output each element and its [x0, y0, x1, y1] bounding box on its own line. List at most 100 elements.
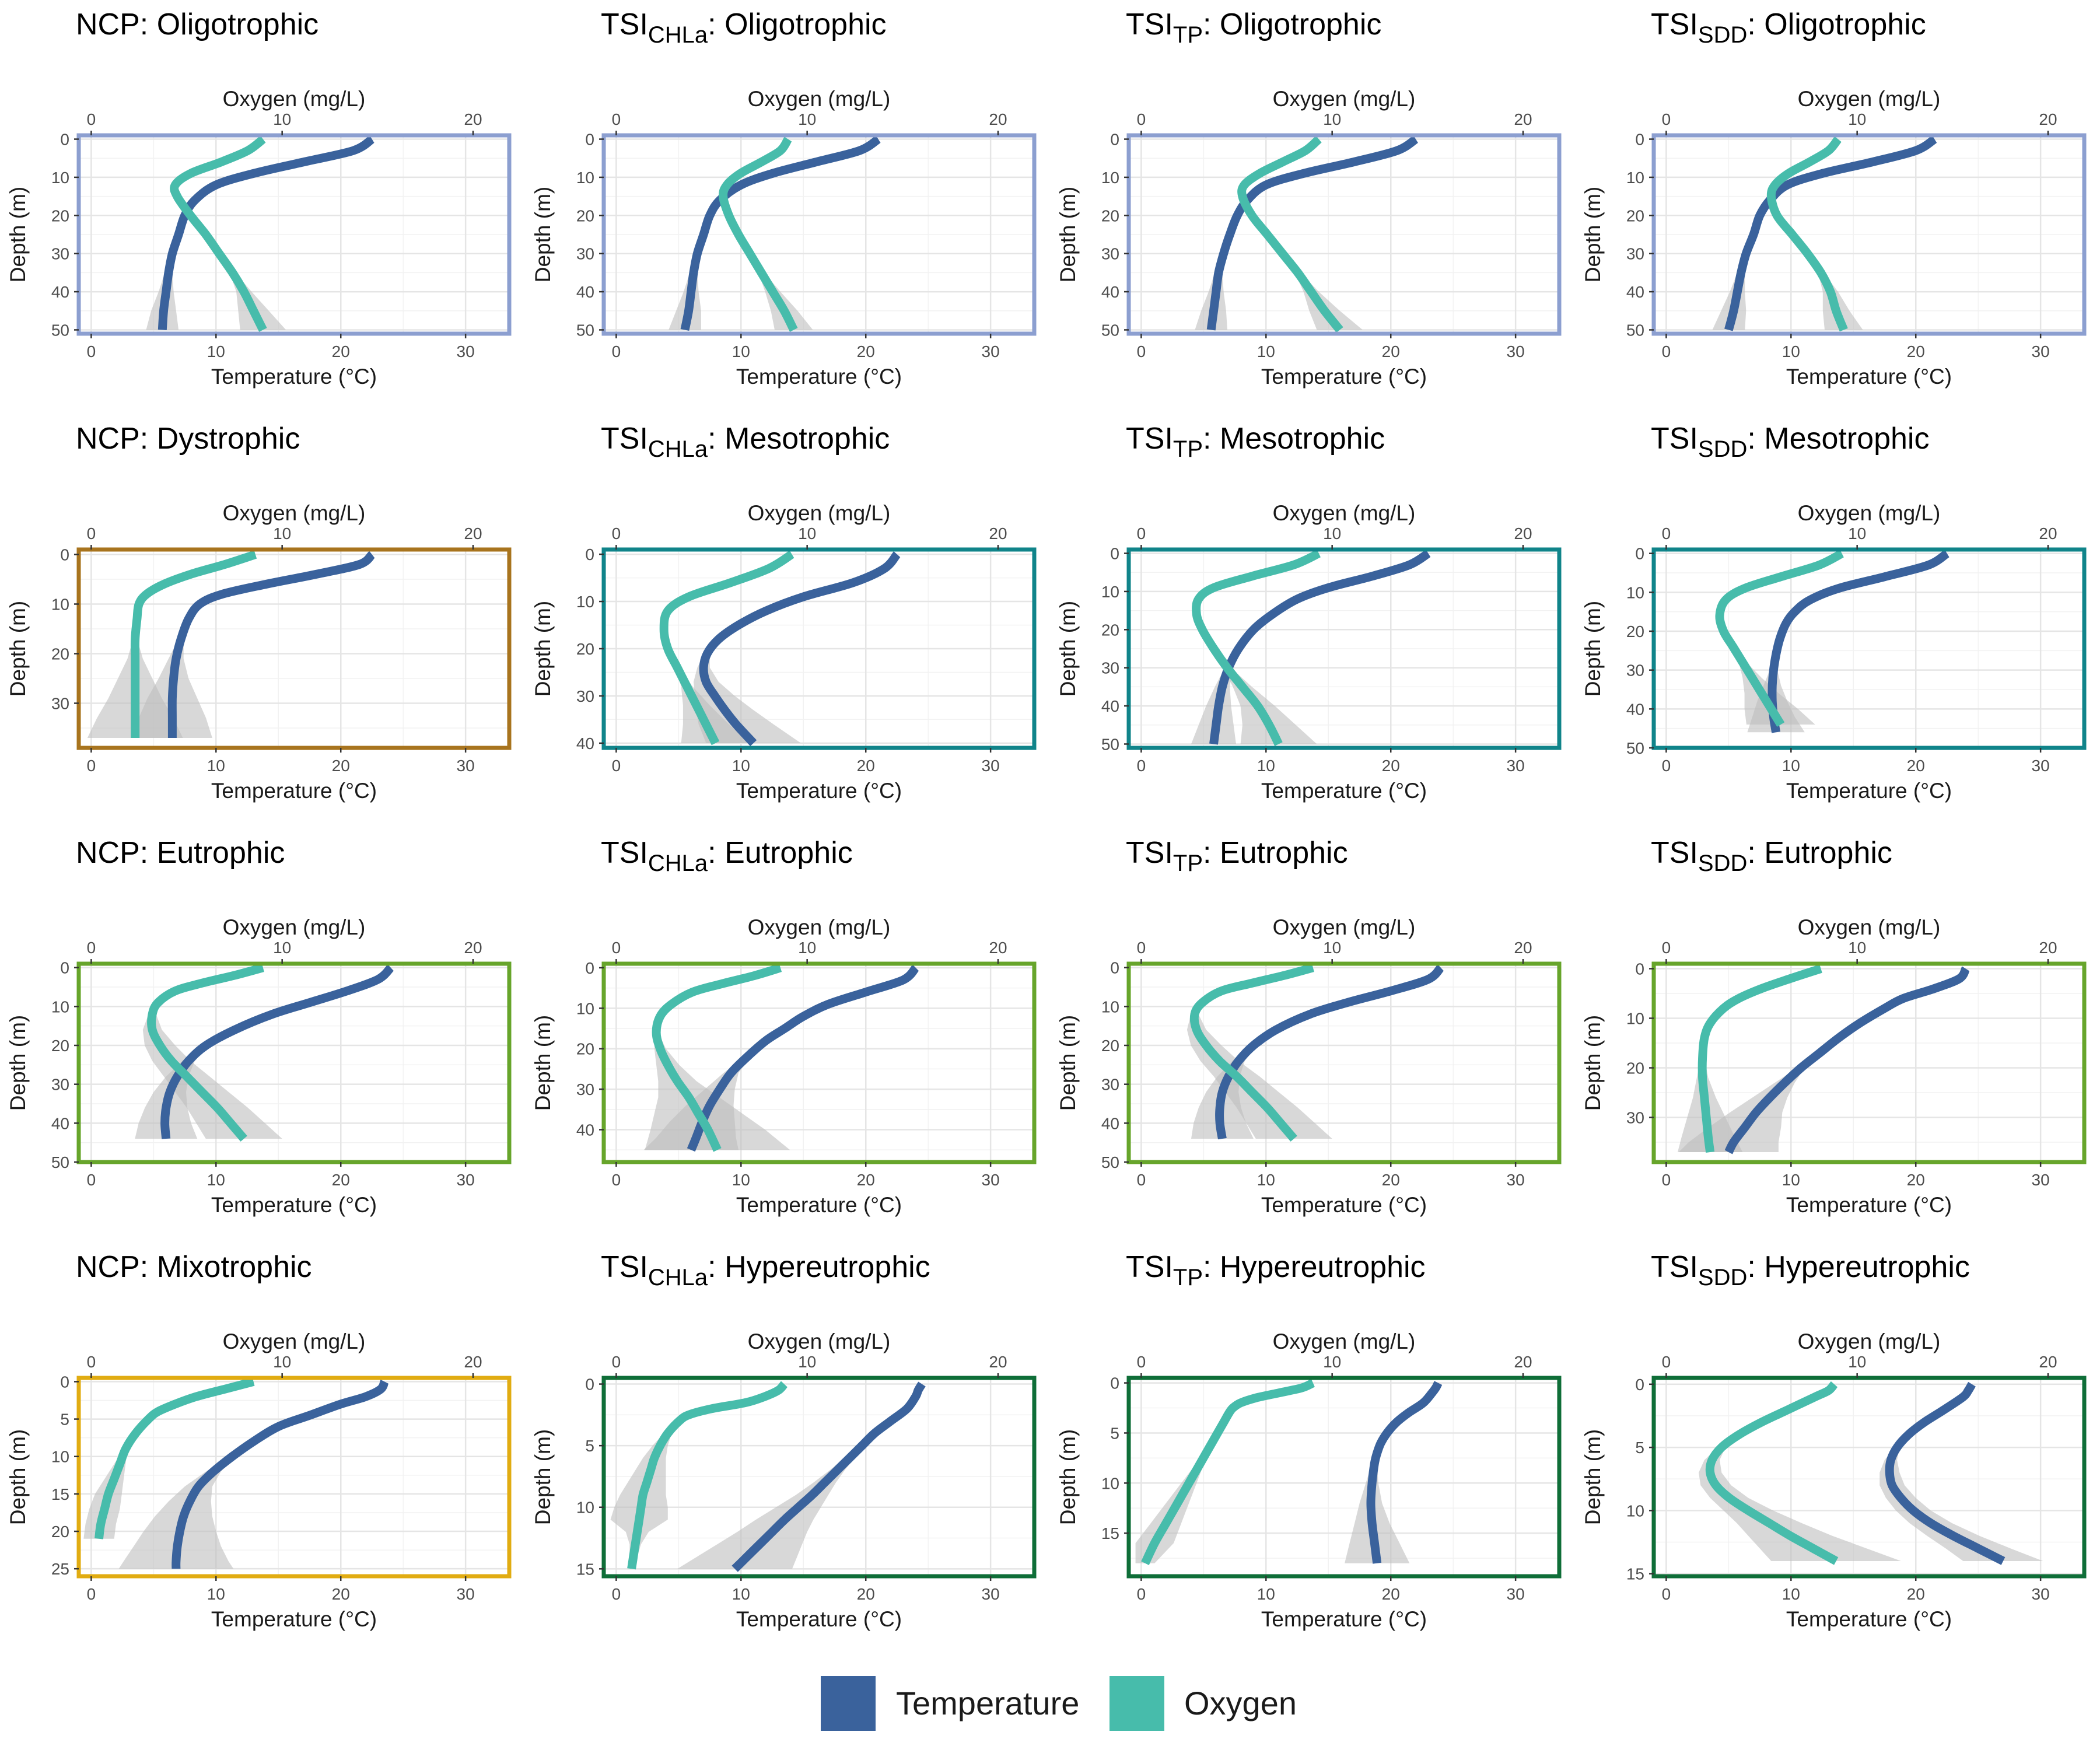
plot-area: [1195, 135, 1419, 333]
x2-tick-label: 20: [1514, 110, 1532, 128]
y-axis-title: Depth (m): [1056, 601, 1080, 697]
x-tick-label: 0: [87, 1585, 96, 1603]
plot-area: [1712, 135, 1937, 332]
series-line-temperature: [1724, 966, 1970, 1154]
y-tick-label: 0: [585, 545, 594, 564]
x2-axis-title: Oxygen (mg/L): [223, 1329, 366, 1353]
x2-axis-title: Oxygen (mg/L): [1273, 1329, 1416, 1353]
ribbon-temperature: [146, 139, 372, 330]
x-tick-label: 30: [2032, 757, 2050, 775]
x2-tick-label: 20: [464, 1353, 482, 1371]
plot-area: [146, 135, 375, 332]
y-tick-label: 40: [576, 1121, 594, 1139]
x-tick-label: 10: [732, 1171, 750, 1189]
x-tick-label: 0: [87, 342, 96, 361]
y-tick-label: 30: [1101, 659, 1119, 677]
panel-title: NCP: Dystrophic: [76, 422, 300, 456]
y-tick-label: 20: [1626, 207, 1644, 225]
y-tick-label: 10: [1101, 998, 1119, 1016]
x2-tick-label: 20: [464, 939, 482, 957]
x-tick-label: 0: [612, 1171, 621, 1189]
y-tick-label: 50: [1101, 321, 1119, 339]
y-tick-label: 10: [576, 1499, 594, 1517]
series-line-temperature: [680, 135, 881, 331]
x-tick-label: 0: [1662, 757, 1671, 775]
y-tick-label: 5: [60, 1411, 69, 1429]
x2-tick-label: 10: [273, 1353, 291, 1371]
y-tick-label: 0: [1635, 131, 1644, 149]
x-tick-label: 0: [87, 1171, 96, 1189]
series-line-oxygen: [652, 964, 782, 1152]
x-tick-label: 10: [1257, 1171, 1275, 1189]
x2-tick-label: 20: [2039, 1353, 2057, 1371]
x-tick-label: 20: [332, 1171, 350, 1189]
panel-tsisdd-hypereutrophic: 0 5 10 15 0 10 20 30 0 10 20 Temperature (°C) Oxygen…: [1581, 1250, 2087, 1631]
x-tick-label: 20: [1907, 1171, 1925, 1189]
x-tick-label: 20: [857, 1585, 875, 1603]
y-tick-label: 40: [1101, 1114, 1119, 1132]
plot-area: [1678, 964, 1970, 1154]
y-tick-label: 15: [1101, 1524, 1119, 1542]
y-tick-label: 50: [1626, 321, 1644, 339]
x-tick-label: 0: [87, 757, 96, 775]
x-tick-label: 0: [1662, 1585, 1671, 1603]
series-line-temperature: [732, 1381, 926, 1572]
y-tick-label: 15: [576, 1560, 594, 1578]
x-tick-label: 0: [1662, 342, 1671, 361]
x-tick-label: 10: [1782, 1171, 1800, 1189]
x2-tick-label: 10: [798, 110, 816, 128]
x2-tick-label: 10: [1323, 110, 1341, 128]
panel-title: TSITP: Eutrophic: [1126, 836, 1348, 876]
series-line-oxygen: [1141, 1378, 1315, 1566]
grid: [1129, 550, 1559, 748]
x2-tick-label: 20: [464, 524, 482, 543]
panel-tsitp-eutrophic: 0 10 20 30 40 50 0 10 20 30 0 10 20 Temperature (°C) O…: [1056, 836, 1562, 1217]
x2-tick-label: 10: [798, 939, 816, 957]
panel-title: TSITP: Oligotrophic: [1126, 8, 1381, 48]
x-tick-label: 30: [1507, 342, 1525, 361]
x-tick-label: 20: [857, 1171, 875, 1189]
panel-border: [76, 547, 512, 750]
y-tick-label: 10: [51, 1448, 69, 1466]
series-line-temperature: [1209, 550, 1431, 745]
plot-area: [610, 1381, 926, 1572]
panel-ncp-eutrophic: 0 10 20 30 40 50 0 10 20 30 0 10 20 Temperature (°C) O…: [6, 836, 512, 1217]
y-tick-label: 0: [60, 131, 69, 149]
x-axis-title: Temperature (°C): [211, 1607, 377, 1631]
x2-tick-label: 20: [989, 524, 1007, 543]
x-tick-label: 10: [1782, 757, 1800, 775]
y-tick-label: 20: [1101, 1037, 1119, 1055]
panel-title: TSISDD: Hypereutrophic: [1651, 1250, 1970, 1290]
ribbon-temperature: [132, 554, 372, 738]
series-line-oxygen: [719, 137, 798, 332]
ribbon-oxygen: [610, 1384, 785, 1569]
x-tick-label: 0: [1137, 757, 1146, 775]
series-line-oxygen: [1715, 550, 1845, 727]
x2-tick-label: 10: [1848, 939, 1866, 957]
plot-area: [87, 550, 376, 738]
y-tick-label: 50: [576, 321, 594, 339]
x-tick-label: 10: [1257, 342, 1275, 361]
y-tick-label: 10: [51, 596, 69, 614]
y-tick-label: 20: [51, 1037, 69, 1055]
x-tick-label: 10: [207, 1585, 225, 1603]
x2-tick-label: 10: [1848, 1353, 1866, 1371]
x-tick-label: 30: [982, 342, 1000, 361]
y-axis-title: Depth (m): [1056, 1429, 1080, 1525]
x-tick-label: 10: [207, 1171, 225, 1189]
series-line-oxygen: [130, 550, 257, 738]
x2-tick-label: 0: [1662, 524, 1671, 543]
x2-tick-label: 0: [1662, 110, 1671, 128]
ribbon-temperature: [1678, 968, 1966, 1152]
y-tick-label: 20: [576, 1040, 594, 1058]
y-tick-label: 0: [60, 546, 69, 564]
x-axis-title: Temperature (°C): [1786, 779, 1952, 803]
x2-axis-title: Oxygen (mg/L): [748, 915, 891, 939]
x2-tick-label: 10: [273, 110, 291, 128]
x-tick-label: 0: [612, 757, 621, 775]
y-tick-label: 50: [1626, 739, 1644, 757]
x2-tick-label: 20: [989, 939, 1007, 957]
panel-border: [1651, 133, 2087, 336]
x-tick-label: 30: [457, 1585, 475, 1603]
